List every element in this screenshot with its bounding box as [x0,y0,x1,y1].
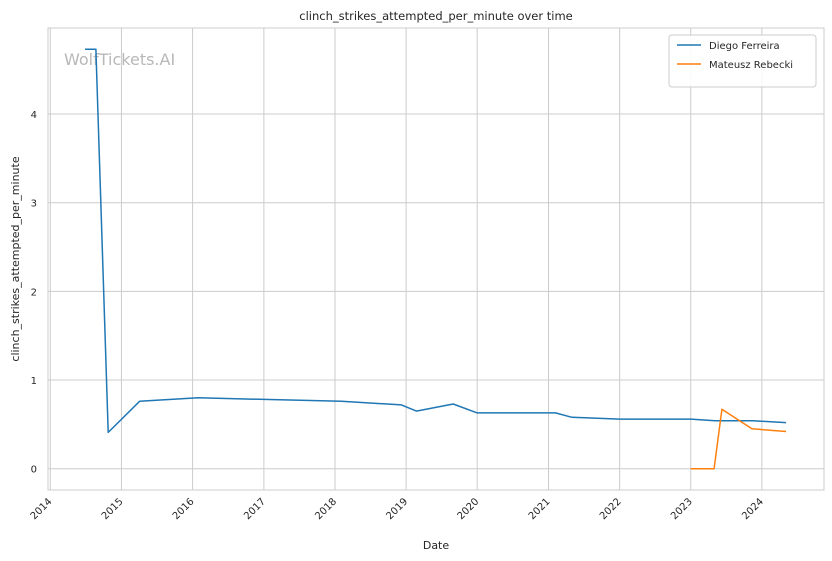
y-tick-label: 2 [31,287,37,298]
x-tick-label: 2019 [384,496,410,522]
legend: Diego Ferreira Mateusz Rebecki [668,34,817,88]
x-tick-labels: 2014 2015 2016 2017 2018 2019 2020 2021 2022 2023… [29,496,766,522]
y-tick-label: 0 [31,465,37,476]
y-axis-label: clinch_strikes_attempted_per_minute [9,156,22,361]
x-tick-label: 2016 [171,496,197,522]
series-lines [85,48,787,470]
plot-area [47,27,825,491]
legend-box [668,34,817,88]
y-tick-labels: 0 1 2 3 4 [31,110,37,476]
chart-title: clinch_strikes_attempted_per_minute over… [299,9,572,23]
x-tick-label: 2014 [29,496,55,522]
x-axis-label: Date [423,539,450,552]
x-tick-label: 2022 [598,496,624,522]
legend-label: Mateusz Rebecki [709,60,793,71]
x-tick-label: 2018 [313,496,339,522]
y-tick-label: 4 [31,110,37,121]
legend-label: Diego Ferreira [709,41,780,52]
y-tick-label: 1 [31,376,37,387]
series-line-diego-ferreira [85,48,787,434]
watermark-text: WolfTickets.AI [64,50,175,69]
x-tick-label: 2017 [242,496,268,522]
x-tick-label: 2023 [669,496,695,522]
x-tick-label: 2021 [527,496,553,522]
x-tick-label: 2024 [740,496,766,522]
y-tick-label: 3 [31,199,37,210]
gridlines [48,28,824,490]
series-line-mateusz-rebecki [690,408,787,470]
x-tick-label: 2015 [100,496,126,522]
x-tick-label: 2020 [456,496,482,522]
